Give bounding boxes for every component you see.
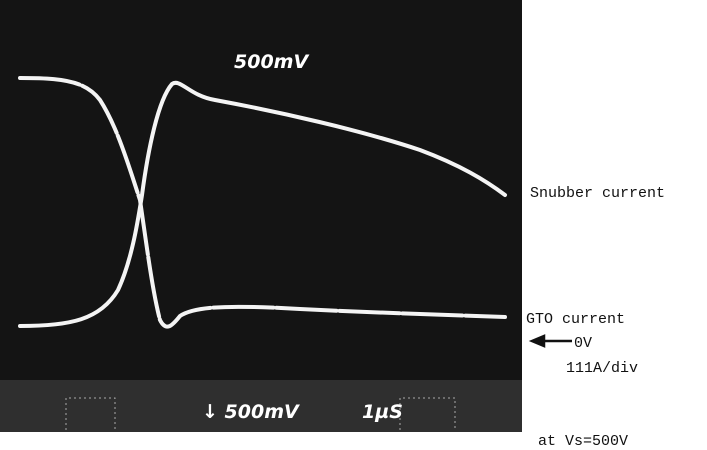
gto-label: GTO current — [526, 311, 625, 328]
figure: 500mV ↓ 500mV 1µS Snubber current GTO cu… — [0, 0, 707, 450]
zero-label: 0V — [574, 335, 592, 352]
condition-label: at Vs=500V — [538, 433, 628, 450]
zero-arrow — [532, 336, 572, 346]
snubber-label: Snubber current — [530, 185, 665, 202]
page: 500mV ↓ 500mV 1µS Snubber current GTO cu… — [0, 0, 707, 450]
scope-bottom-label: ↓ 500mV — [202, 401, 300, 423]
scope-top-label: 500mV — [234, 51, 309, 73]
scope-time-label: 1µS — [362, 401, 403, 423]
scale-label: 111A/div — [566, 360, 638, 377]
